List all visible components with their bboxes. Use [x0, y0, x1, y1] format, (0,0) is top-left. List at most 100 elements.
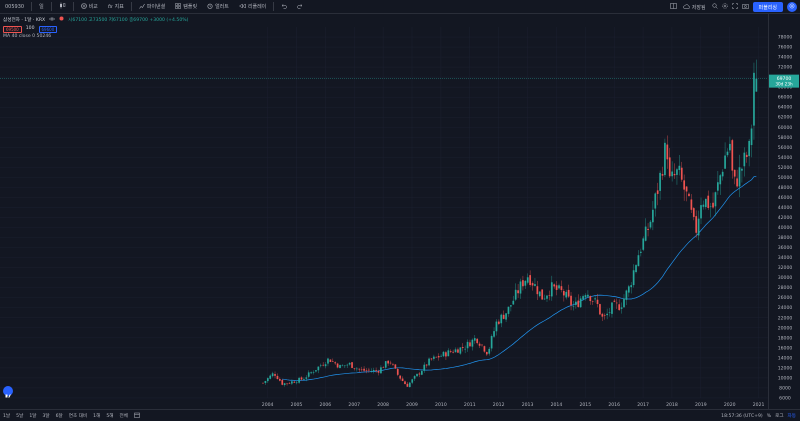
cloud-icon [682, 3, 690, 11]
undo-icon [281, 3, 287, 11]
range-button[interactable]: 1해 [93, 413, 101, 419]
candle-body [375, 370, 377, 371]
price-axis[interactable] [768, 14, 800, 409]
price-chart[interactable]: 2004 2005 2006 2007 2008 2009 2010 2011 2012 2013… [0, 14, 800, 409]
candle-body [495, 321, 498, 332]
candle-body [618, 304, 621, 311]
candle-body [659, 172, 661, 191]
range-button[interactable]: 연초 대비 [68, 413, 88, 419]
candle-body [726, 151, 729, 156]
candle-body [635, 265, 637, 273]
replay-button[interactable]: 리플레이 [234, 0, 271, 14]
range-button[interactable]: 5날 [16, 413, 24, 419]
save-label: 저장됨 [691, 4, 706, 11]
search-icon[interactable] [712, 3, 718, 11]
y-tick-label: 74000 [778, 55, 793, 61]
candle-body [346, 364, 349, 366]
save-button[interactable]: 저장됨 [681, 0, 708, 14]
symbol-search[interactable]: 005930 [0, 0, 29, 14]
candle-body [336, 363, 339, 368]
candle-body [512, 300, 515, 305]
candle-body [445, 352, 447, 357]
candle-body [411, 379, 414, 383]
publish-button[interactable]: 퍼블리싱 [752, 2, 783, 12]
candle-body [531, 283, 534, 286]
x-tick-label: 2016 [608, 402, 620, 408]
x-tick-label: 2004 [262, 402, 274, 408]
candle-body [319, 365, 322, 367]
candle-body [553, 284, 556, 287]
candle-body [748, 140, 750, 157]
calendar-icon[interactable] [131, 412, 143, 420]
candle-body [697, 218, 700, 236]
financials-button[interactable]: 파이낸셜 [134, 0, 170, 14]
candle-body [731, 140, 734, 171]
percent-toggle[interactable]: % [766, 413, 772, 419]
range-button[interactable]: 1달 [29, 413, 37, 419]
range-button[interactable]: 1날 [3, 413, 11, 419]
chart-legend: 삼성전자 · 1달 · KRX 시67100 고73500 저67100 종69… [3, 16, 188, 41]
interval-button[interactable]: 일 [34, 0, 49, 14]
chart-type-button[interactable] [54, 0, 71, 14]
candle-body [584, 295, 587, 298]
undo-button[interactable] [276, 0, 292, 14]
candle-body [541, 289, 544, 300]
candle-body [428, 358, 430, 366]
range-button[interactable]: 5해 [106, 413, 114, 419]
indicators-button[interactable]: fx 지표 [103, 0, 129, 14]
candle-body [363, 368, 365, 371]
candle-body [303, 379, 305, 380]
x-tick-label: 2015 [579, 402, 591, 408]
camera-icon[interactable] [741, 3, 749, 11]
candle-body [404, 381, 406, 385]
candle-body [599, 304, 601, 315]
sell-badge[interactable]: 69500 [3, 25, 22, 33]
candle-body [356, 368, 358, 370]
range-button[interactable]: 전체 [119, 413, 128, 419]
ma-indicator-label[interactable]: MA 40 close 0 50246 [3, 34, 52, 39]
candle-body [288, 383, 291, 384]
candle-body [351, 362, 353, 368]
eye-icon[interactable] [49, 17, 56, 25]
candle-body [493, 331, 495, 337]
buy-badge[interactable]: 69600 [38, 25, 58, 33]
y-axis-labels: 6000 8000 10000 12000 14000 16000 18000 20000 22… [769, 35, 799, 401]
candle-body [442, 351, 445, 357]
replay-label: 리플레이 [247, 4, 267, 10]
x-tick-label: 2011 [464, 402, 476, 408]
auto-toggle[interactable]: 자동 [787, 414, 796, 419]
y-tick-label: 60000 [778, 125, 793, 131]
candle-body [464, 348, 467, 350]
range-button[interactable]: 3달 [42, 413, 50, 419]
y-tick-label: 50000 [778, 175, 793, 181]
settings-icon[interactable] [721, 3, 728, 11]
candle-body [700, 205, 702, 219]
publish-label: 퍼블리싱 [758, 4, 777, 11]
candle-body [360, 369, 363, 371]
tradingview-logo[interactable] [3, 386, 13, 398]
candle-body [447, 350, 450, 357]
alert-button[interactable]: 얼러트 [202, 0, 234, 14]
candle-body [625, 290, 628, 300]
compare-button[interactable]: 비교 [76, 0, 103, 14]
x-tick-label: 2021 [753, 402, 765, 408]
clock-readout[interactable]: 18:57:36 (UTC+9) [721, 413, 763, 419]
spread-value: 100 [25, 26, 35, 31]
candle-body [601, 313, 604, 317]
range-button[interactable]: 6달 [55, 413, 63, 419]
redo-button[interactable] [292, 0, 308, 14]
range-buttons: 1날 5날 1달 3달 6달 연초 대비 1해 5해 전체 [0, 413, 131, 419]
symbol-title[interactable]: 삼성전자 · 1달 · KRX [3, 17, 46, 23]
candle-body [555, 285, 558, 290]
candle-body [755, 78, 758, 92]
template-button[interactable]: 템플릿 [170, 0, 202, 14]
candle-body [401, 378, 404, 381]
fullscreen-icon[interactable] [731, 3, 738, 11]
layout-icon[interactable] [670, 3, 677, 11]
candle-body [430, 358, 433, 360]
broadcast-button[interactable] [787, 2, 797, 12]
candle-body [387, 360, 389, 364]
log-toggle[interactable]: 로그 [775, 414, 784, 419]
candle-body [416, 373, 418, 377]
y-tick-label: 34000 [778, 255, 793, 261]
